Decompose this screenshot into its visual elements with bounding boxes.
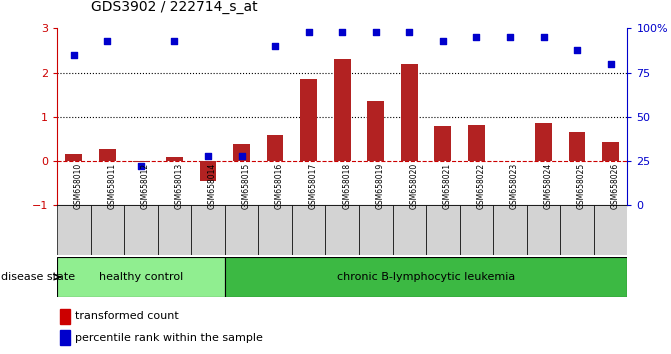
Bar bbox=[325, 205, 359, 255]
Text: GDS3902 / 222714_s_at: GDS3902 / 222714_s_at bbox=[91, 0, 257, 14]
Text: disease state: disease state bbox=[1, 272, 74, 282]
Bar bbox=[191, 205, 225, 255]
Bar bbox=[468, 125, 484, 161]
Point bbox=[404, 29, 415, 35]
Text: GSM658026: GSM658026 bbox=[611, 163, 619, 209]
Point bbox=[572, 47, 582, 52]
Bar bbox=[267, 135, 283, 161]
Point bbox=[203, 153, 213, 159]
Bar bbox=[158, 205, 191, 255]
Point bbox=[136, 164, 146, 169]
Bar bbox=[301, 79, 317, 161]
Text: GSM658022: GSM658022 bbox=[476, 163, 485, 209]
Bar bbox=[594, 205, 627, 255]
Bar bbox=[99, 149, 116, 161]
Text: GSM658014: GSM658014 bbox=[208, 163, 217, 209]
Bar bbox=[401, 64, 417, 161]
Bar bbox=[57, 257, 225, 297]
Point bbox=[605, 61, 616, 67]
Bar bbox=[292, 205, 325, 255]
Bar bbox=[569, 132, 586, 161]
Bar bbox=[225, 257, 627, 297]
Point bbox=[169, 38, 180, 44]
Bar bbox=[493, 205, 527, 255]
Point bbox=[303, 29, 314, 35]
Text: GSM658018: GSM658018 bbox=[342, 163, 351, 209]
Text: GSM658020: GSM658020 bbox=[409, 163, 418, 209]
Point bbox=[337, 29, 348, 35]
Bar bbox=[200, 161, 216, 181]
Point bbox=[505, 34, 515, 40]
Bar bbox=[234, 144, 250, 161]
Bar bbox=[334, 59, 351, 161]
Text: GSM658010: GSM658010 bbox=[74, 163, 83, 209]
Text: GSM658013: GSM658013 bbox=[174, 163, 183, 209]
Bar bbox=[435, 126, 451, 161]
Bar bbox=[60, 330, 70, 345]
Point bbox=[471, 34, 482, 40]
Point bbox=[102, 38, 113, 44]
Bar bbox=[258, 205, 292, 255]
Bar bbox=[124, 205, 158, 255]
Point bbox=[437, 38, 448, 44]
Text: GSM658025: GSM658025 bbox=[577, 163, 586, 209]
Text: healthy control: healthy control bbox=[99, 272, 183, 282]
Bar bbox=[166, 156, 183, 161]
Text: chronic B-lymphocytic leukemia: chronic B-lymphocytic leukemia bbox=[337, 272, 515, 282]
Bar bbox=[460, 205, 493, 255]
Bar bbox=[603, 143, 619, 161]
Bar bbox=[560, 205, 594, 255]
Point bbox=[370, 29, 381, 35]
Text: GSM658021: GSM658021 bbox=[443, 163, 452, 209]
Text: GSM658011: GSM658011 bbox=[107, 163, 116, 209]
Bar bbox=[426, 205, 460, 255]
Bar bbox=[359, 205, 393, 255]
Bar bbox=[393, 205, 426, 255]
Text: percentile rank within the sample: percentile rank within the sample bbox=[75, 332, 263, 343]
Bar bbox=[527, 205, 560, 255]
Point bbox=[68, 52, 79, 58]
Bar bbox=[225, 205, 258, 255]
Point bbox=[538, 34, 549, 40]
Bar bbox=[368, 101, 384, 161]
Bar bbox=[133, 161, 150, 162]
Bar bbox=[60, 309, 70, 324]
Bar bbox=[91, 205, 124, 255]
Point bbox=[270, 43, 280, 49]
Text: GSM658017: GSM658017 bbox=[309, 163, 317, 209]
Bar bbox=[535, 124, 552, 161]
Point bbox=[236, 153, 247, 159]
Text: GSM658023: GSM658023 bbox=[510, 163, 519, 209]
Text: GSM658015: GSM658015 bbox=[242, 163, 250, 209]
Text: GSM658012: GSM658012 bbox=[141, 163, 150, 209]
Text: transformed count: transformed count bbox=[75, 311, 179, 321]
Bar bbox=[66, 154, 83, 161]
Text: GSM658024: GSM658024 bbox=[544, 163, 552, 209]
Bar bbox=[57, 205, 91, 255]
Text: GSM658016: GSM658016 bbox=[275, 163, 284, 209]
Text: GSM658019: GSM658019 bbox=[376, 163, 384, 209]
